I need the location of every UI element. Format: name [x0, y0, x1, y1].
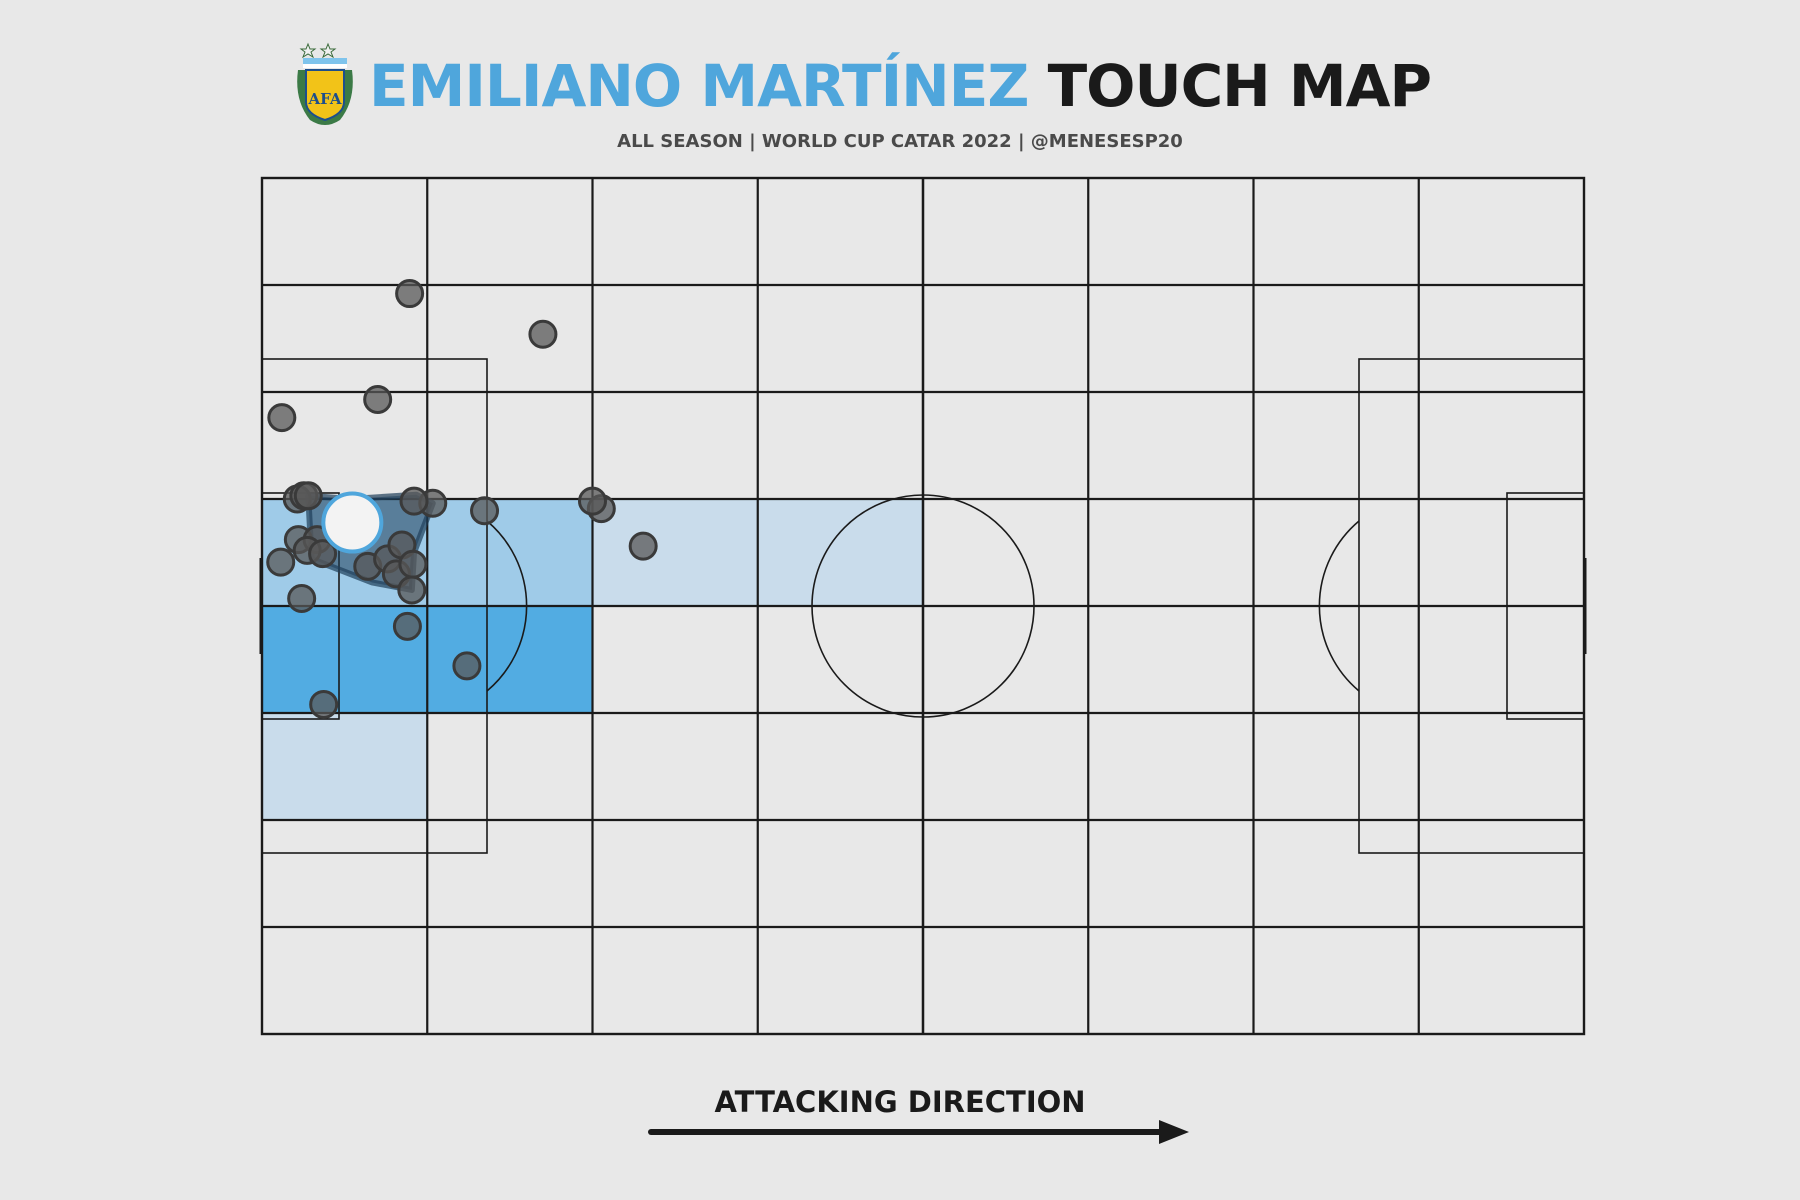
right-penalty-arc	[1318, 520, 1360, 692]
touch-point	[578, 486, 607, 516]
touch-point	[308, 539, 338, 569]
left-penalty-arc	[486, 520, 528, 692]
touch-map-pitch	[259, 176, 1587, 1036]
attacking-direction-label: ATTACKING DIRECTION	[714, 1085, 1086, 1119]
heatmap-zone	[262, 713, 428, 820]
average-position-marker	[321, 491, 384, 554]
touch-points	[266, 279, 658, 719]
touch-point	[363, 384, 393, 414]
heatmap-zone	[592, 499, 758, 606]
heatmap-zone	[427, 499, 593, 606]
touch-point	[470, 496, 500, 526]
player-name: EMILIANO MARTÍNEZ	[369, 52, 1029, 120]
center-circle	[811, 494, 1035, 718]
touch-point	[266, 547, 296, 577]
subtitle: ALL SEASON | WORLD CUP CATAR 2022 | @MEN…	[617, 131, 1183, 152]
heatmap-zone	[757, 499, 923, 606]
pitch-markings	[259, 176, 1587, 1036]
touch-point	[309, 689, 339, 719]
touch-point	[399, 486, 429, 516]
touch-point	[392, 611, 422, 641]
touch-point	[628, 531, 658, 561]
heatmap-zone	[427, 606, 593, 713]
touch-point	[452, 651, 482, 681]
arrow-right-icon	[648, 1120, 1189, 1144]
afa-crest-icon: AFA	[297, 42, 353, 125]
touch-point	[528, 319, 558, 349]
title-text: TOUCH MAP	[1047, 52, 1432, 120]
touch-point	[397, 575, 427, 605]
touch-point	[398, 549, 428, 579]
touch-point	[267, 403, 297, 433]
touch-point	[293, 481, 323, 511]
touch-point	[287, 584, 317, 614]
touch-point	[395, 279, 425, 309]
crest-text: AFA	[307, 90, 341, 108]
heatmap-zones	[262, 499, 923, 820]
page-title: EMILIANO MARTÍNEZ TOUCH MAP	[0, 52, 1800, 120]
